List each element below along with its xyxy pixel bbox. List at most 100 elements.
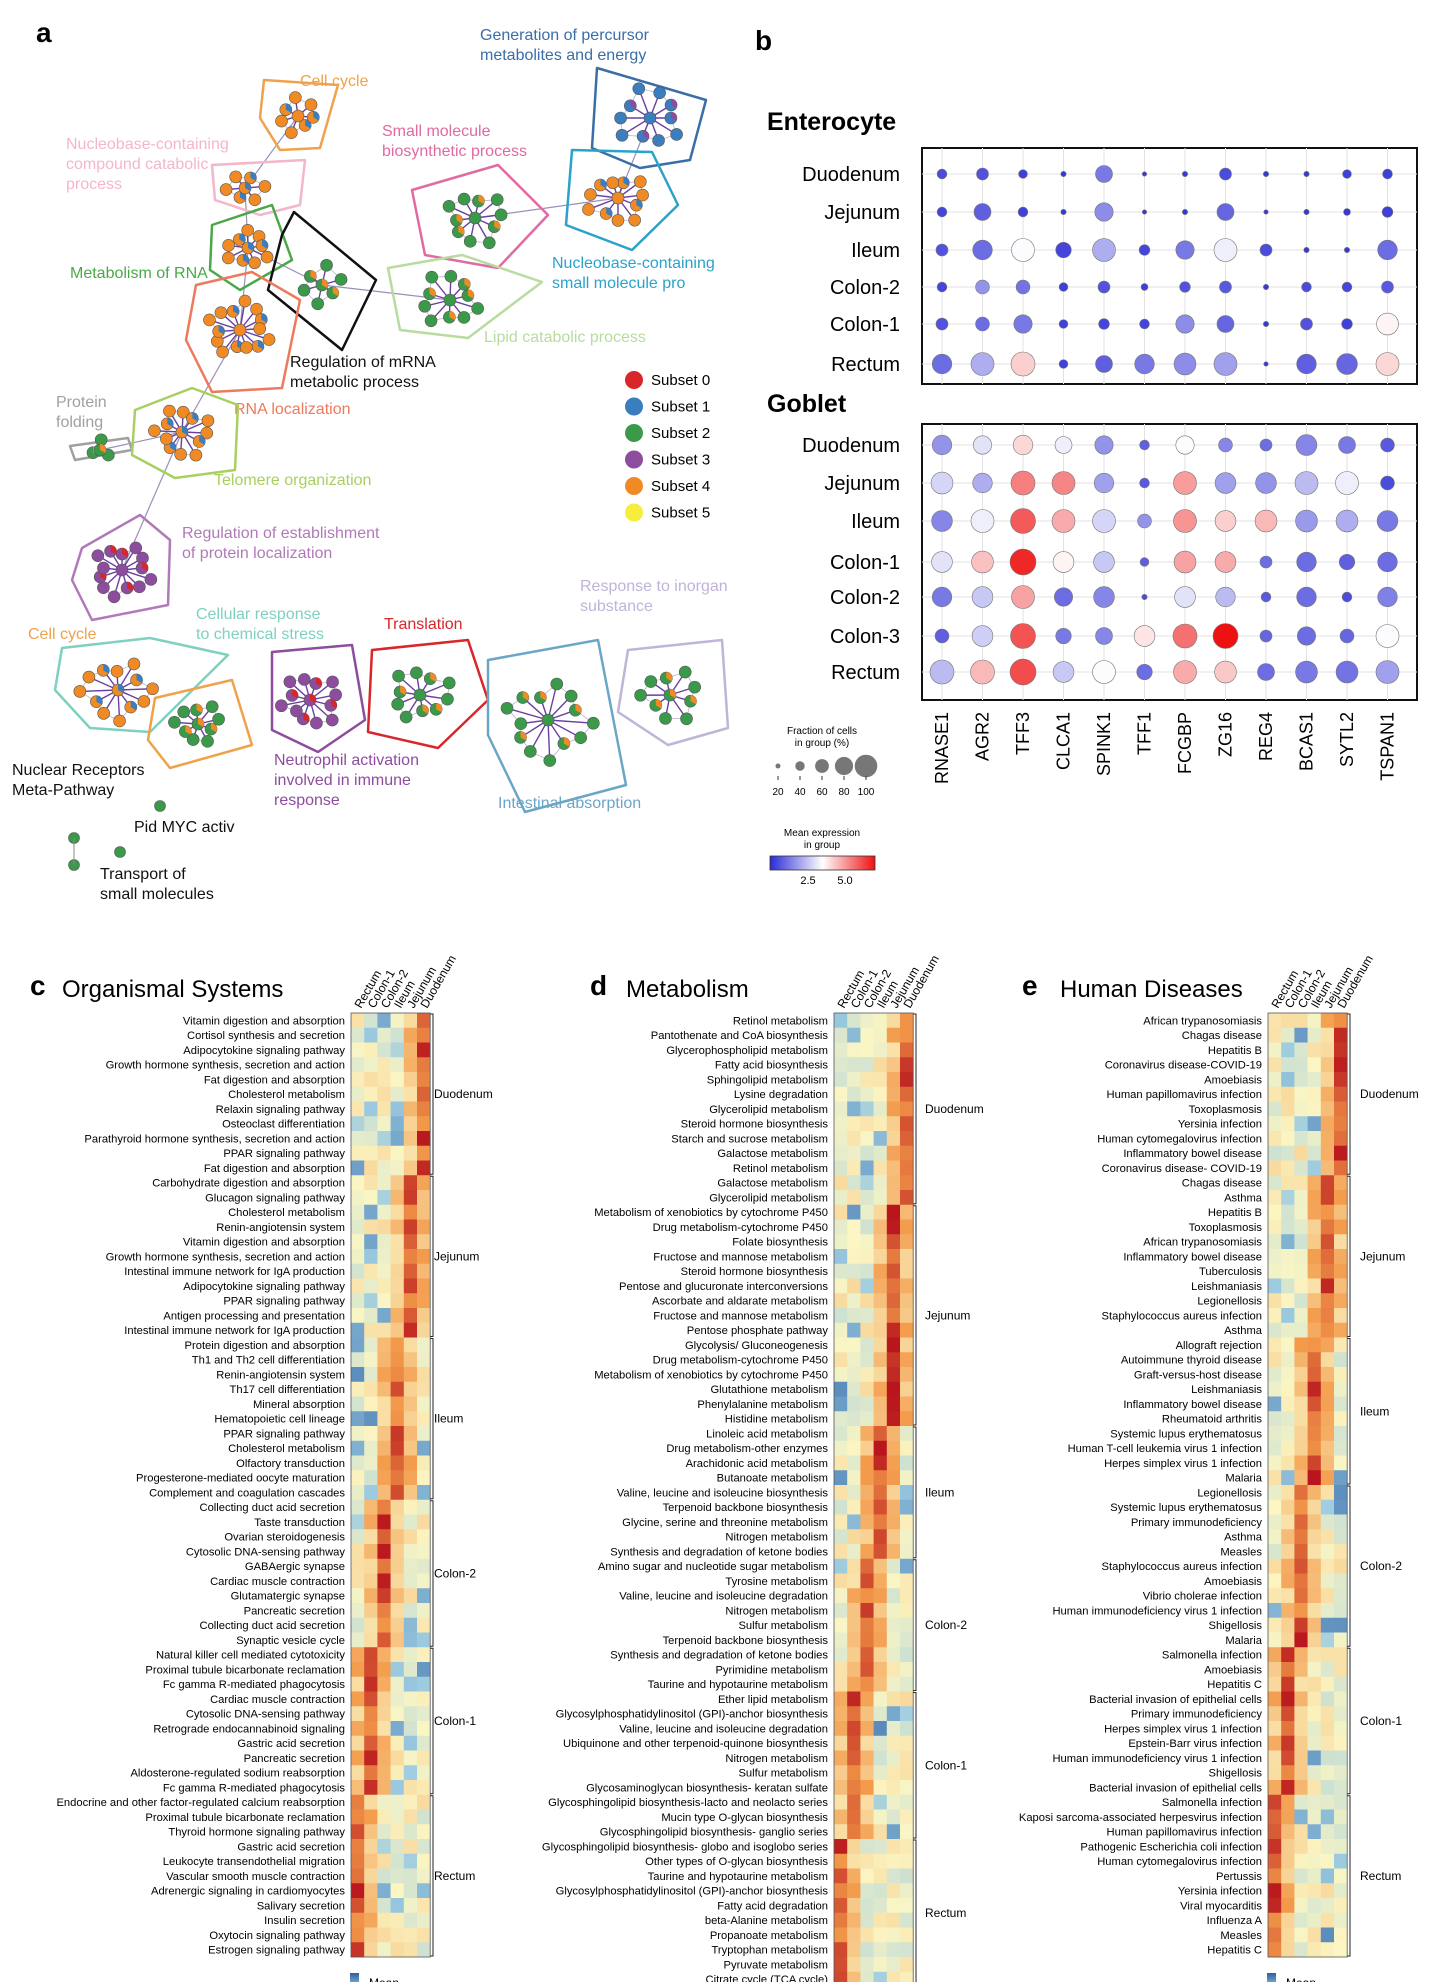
network-node xyxy=(564,689,578,703)
heatmap-cell xyxy=(900,1912,914,1928)
network-node xyxy=(148,424,161,438)
heatmap-cell xyxy=(390,1499,405,1515)
heatmap-cell xyxy=(860,1440,874,1456)
heatmap-cell xyxy=(417,1883,431,1899)
cluster-label-line: metabolites and energy xyxy=(480,47,646,64)
heatmap-cell xyxy=(390,1352,405,1368)
heatmap-row-label: Renin-angiotensin system xyxy=(216,1369,345,1381)
network-node-slice xyxy=(422,704,429,714)
network-node xyxy=(154,800,166,812)
heatmap-cell xyxy=(1334,1809,1348,1825)
network-node-slice xyxy=(127,581,134,591)
heatmap-cell xyxy=(351,1116,365,1132)
heatmap-cell xyxy=(900,1721,914,1737)
dotplot-row-label: Colon-1 xyxy=(830,552,900,574)
heatmap-cell xyxy=(1334,1617,1348,1633)
heatmap-cell xyxy=(1320,1853,1335,1869)
dotplot-dot xyxy=(1060,209,1067,215)
heatmap-cell xyxy=(1268,1381,1282,1397)
network-edge xyxy=(547,719,551,761)
heatmap-cell xyxy=(886,1293,901,1309)
heatmap-cell xyxy=(403,1765,418,1781)
heatmap-cell xyxy=(1268,1485,1282,1501)
dotplot-dot xyxy=(1139,439,1150,451)
network-node xyxy=(73,685,87,698)
network-node-slice xyxy=(436,703,443,713)
heatmap-cell xyxy=(377,1603,391,1619)
heatmap-cell xyxy=(1320,1558,1335,1574)
heatmap-cell xyxy=(390,1101,405,1117)
heatmap-cell xyxy=(900,1499,914,1515)
heatmap-cell xyxy=(834,1927,848,1943)
network-node xyxy=(391,697,404,711)
heatmap-cell xyxy=(377,1853,391,1869)
heatmap-cell xyxy=(886,1057,901,1073)
heatmap-cell xyxy=(390,1411,405,1427)
heatmap-group-bracket xyxy=(1346,1175,1351,1337)
heatmap-cell xyxy=(873,1190,888,1206)
legend-swatch xyxy=(625,397,643,416)
heatmap-row-label: Terpenoid backbone biosynthesis xyxy=(663,1635,829,1647)
heatmap-cell xyxy=(403,1293,418,1309)
network-node xyxy=(113,714,126,728)
heatmap-cell xyxy=(1320,1514,1335,1530)
heatmap-cell xyxy=(1268,1396,1282,1412)
network-node xyxy=(468,211,482,225)
heatmap-row-label: Bacterial invasion of epithelial cells xyxy=(1089,1782,1262,1794)
heatmap-cell xyxy=(1281,1853,1295,1869)
heatmap-cell xyxy=(873,1662,888,1678)
heatmap-cell xyxy=(364,1116,378,1132)
heatmap-cell xyxy=(1307,1396,1322,1412)
cluster-label-line: Pid MYC activ xyxy=(134,819,234,836)
heatmap-cell xyxy=(1294,1278,1308,1294)
heatmap-cell xyxy=(1320,1632,1335,1648)
heatmap-cell xyxy=(1334,1027,1348,1043)
heatmap-cell xyxy=(417,1131,431,1147)
network-node xyxy=(304,98,318,112)
heatmap-cell xyxy=(1320,1263,1335,1279)
heatmap-cell xyxy=(390,1573,405,1589)
heatmap-cell xyxy=(1320,1145,1335,1161)
network-node xyxy=(133,580,146,594)
heatmap-cell xyxy=(1307,1367,1322,1383)
heatmap-cell xyxy=(873,1676,888,1692)
heatmap-cell xyxy=(1268,1839,1282,1855)
heatmap-cell xyxy=(377,1308,391,1324)
network-node xyxy=(399,710,413,724)
heatmap-group-bracket xyxy=(1346,1795,1351,1957)
heatmap-cell xyxy=(1281,1455,1295,1471)
heatmap-cell xyxy=(417,1249,431,1265)
heatmap-group-label: Colon-1 xyxy=(434,1714,476,1728)
network-node xyxy=(678,665,692,679)
heatmap-cell xyxy=(403,1278,418,1294)
heatmap-cell xyxy=(886,1367,901,1383)
heatmap-cell xyxy=(873,1367,888,1383)
network-node xyxy=(137,695,151,708)
heatmap-cell xyxy=(1320,1426,1335,1442)
heatmap-cell xyxy=(873,1131,888,1147)
dotplot-dot xyxy=(1303,209,1310,215)
legend-label: Subset 1 xyxy=(651,399,710,416)
heatmap-cell xyxy=(834,1352,848,1368)
heatmap-cell xyxy=(1294,1455,1308,1471)
heatmap-cell xyxy=(1307,1131,1322,1147)
heatmap-cell xyxy=(351,1809,365,1825)
heatmap-row-label: Asthma xyxy=(1224,1532,1263,1544)
heatmap-cell xyxy=(873,1308,888,1324)
dotplot-dot xyxy=(1182,209,1188,215)
cluster-label: Cell cycle xyxy=(300,73,369,90)
cluster-label: Lipid catabolic process xyxy=(484,329,646,346)
heatmap-row-label: Hepatitis B xyxy=(1208,1045,1262,1057)
cluster-label: Nucleobase-containing compound catabolic p… xyxy=(66,136,229,193)
network-node xyxy=(248,193,262,207)
legend-label: Subset 0 xyxy=(651,372,710,389)
heatmap-cell xyxy=(1307,1632,1322,1648)
heatmap-cell xyxy=(900,1381,914,1397)
heatmap-cell xyxy=(1334,1219,1348,1235)
dotplot-dot xyxy=(1009,658,1037,686)
heatmap-cell xyxy=(377,1101,391,1117)
heatmap-cell xyxy=(351,1396,365,1412)
heatmap-cell xyxy=(390,1485,405,1501)
dotplot-dot xyxy=(1054,587,1073,607)
heatmap-cell xyxy=(1281,1204,1295,1220)
